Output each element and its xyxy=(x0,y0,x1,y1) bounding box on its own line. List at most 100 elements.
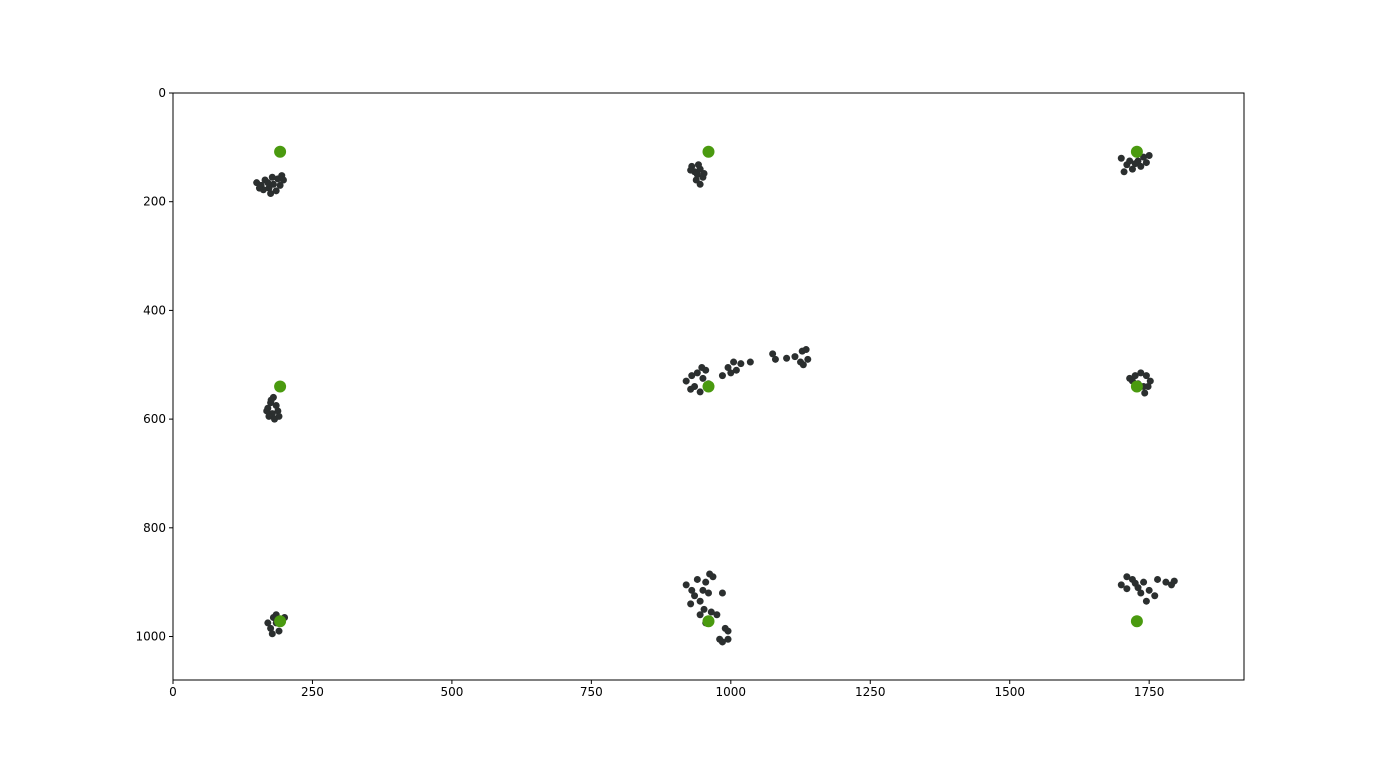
data-point xyxy=(267,396,275,404)
data-point xyxy=(698,363,706,371)
x-tick-label: 1500 xyxy=(994,685,1025,699)
target-point xyxy=(274,145,287,158)
target-point xyxy=(702,145,715,158)
data-point xyxy=(268,630,276,638)
x-tick-label: 250 xyxy=(301,685,324,699)
data-point xyxy=(709,573,717,581)
data-point xyxy=(693,369,701,377)
x-tick-label: 1250 xyxy=(855,685,886,699)
data-point xyxy=(687,385,695,393)
y-tick-label: 400 xyxy=(143,303,166,317)
data-point xyxy=(769,350,777,358)
data-point xyxy=(804,355,812,363)
data-point xyxy=(724,635,732,643)
target-point xyxy=(274,615,287,628)
data-point xyxy=(1123,573,1131,581)
data-point xyxy=(687,600,695,608)
data-point xyxy=(799,361,807,369)
target-point xyxy=(702,380,715,393)
data-point xyxy=(688,372,696,380)
data-point xyxy=(791,353,799,361)
data-point xyxy=(1117,581,1125,589)
data-point xyxy=(1142,597,1150,605)
data-point xyxy=(1145,586,1153,594)
y-tick-label: 1000 xyxy=(135,630,166,644)
data-point xyxy=(1142,159,1150,167)
x-tick-label: 500 xyxy=(440,685,463,699)
data-point xyxy=(718,638,726,646)
data-point xyxy=(267,624,275,632)
data-point xyxy=(1123,585,1131,593)
data-point xyxy=(1120,168,1128,176)
data-point xyxy=(699,374,707,382)
data-point xyxy=(1126,157,1134,165)
data-point xyxy=(696,388,704,396)
data-point xyxy=(724,627,732,635)
data-point xyxy=(265,412,273,420)
data-point xyxy=(1144,383,1152,390)
target-point xyxy=(1130,145,1143,158)
y-axis-ticks: 0 200 400 600 800 1000 xyxy=(135,86,173,644)
data-point xyxy=(693,171,701,179)
data-point xyxy=(275,412,283,420)
data-point xyxy=(1137,369,1145,377)
y-tick-label: 600 xyxy=(143,412,166,426)
y-tick-label: 800 xyxy=(143,521,166,535)
data-point xyxy=(1128,165,1136,173)
target-point xyxy=(1130,615,1143,628)
target-point xyxy=(274,380,287,393)
data-point xyxy=(682,581,690,589)
data-point xyxy=(1117,154,1125,162)
data-point xyxy=(718,372,726,380)
data-point xyxy=(687,166,695,174)
data-point xyxy=(696,180,704,188)
data-point xyxy=(1140,578,1148,586)
x-tick-label: 1750 xyxy=(1134,685,1165,699)
data-point xyxy=(1151,592,1159,600)
data-point xyxy=(1145,152,1153,160)
data-point xyxy=(700,605,708,613)
data-point xyxy=(702,578,710,586)
data-point xyxy=(1154,575,1162,583)
data-point xyxy=(746,358,754,366)
x-tick-label: 750 xyxy=(580,685,603,699)
data-point xyxy=(1131,372,1139,380)
data-point xyxy=(268,173,276,181)
data-point xyxy=(783,354,791,362)
x-tick-label: 0 xyxy=(169,685,177,699)
data-point xyxy=(691,592,699,600)
data-point xyxy=(276,181,284,189)
data-point xyxy=(724,363,732,371)
x-tick-label: 1000 xyxy=(716,685,747,699)
data-point xyxy=(688,586,696,594)
data-point xyxy=(682,377,690,385)
data-point xyxy=(771,355,779,363)
data-point xyxy=(802,346,810,354)
data-point xyxy=(1137,589,1145,597)
data-point xyxy=(699,586,707,594)
data-point xyxy=(693,575,701,583)
data-point xyxy=(696,597,704,605)
target-point xyxy=(702,615,715,628)
x-axis-ticks: 0 250 500 750 1000 1250 1500 1750 xyxy=(169,680,1164,699)
data-point xyxy=(1141,389,1149,397)
data-point xyxy=(727,369,735,377)
data-point xyxy=(730,358,738,366)
data-point xyxy=(264,179,272,187)
data-point xyxy=(1162,578,1170,586)
plot-area-frame xyxy=(172,92,1245,681)
data-point xyxy=(694,161,702,169)
data-point xyxy=(1131,160,1139,168)
data-point xyxy=(696,611,704,619)
data-point xyxy=(267,190,275,198)
y-tick-label: 200 xyxy=(143,195,166,209)
data-points xyxy=(253,145,1178,646)
data-point xyxy=(264,619,272,627)
data-point xyxy=(1140,153,1148,161)
data-point xyxy=(263,407,271,415)
data-point xyxy=(275,627,283,635)
data-point xyxy=(1142,372,1150,380)
data-point xyxy=(272,187,280,195)
y-tick-label: 0 xyxy=(158,86,166,100)
